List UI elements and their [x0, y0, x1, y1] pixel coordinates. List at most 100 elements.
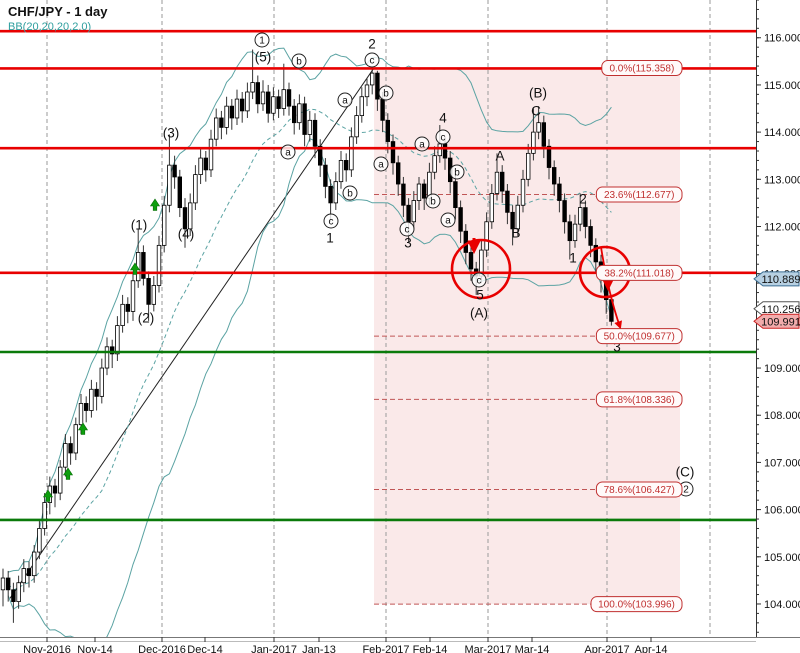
candle-body[interactable] — [562, 200, 567, 223]
candle-body[interactable] — [177, 176, 182, 209]
candle-body[interactable] — [21, 568, 26, 584]
candle-body[interactable] — [120, 303, 125, 326]
candle-body[interactable] — [26, 568, 32, 577]
candle-body[interactable] — [343, 160, 349, 171]
candle-body[interactable] — [6, 577, 11, 591]
candle-body[interactable] — [58, 466, 63, 494]
candle-body[interactable] — [99, 367, 104, 397]
candle-body[interactable] — [588, 226, 593, 246]
candle-body[interactable] — [151, 285, 156, 305]
candle-body[interactable] — [541, 122, 546, 147]
candle-body[interactable] — [73, 424, 78, 454]
candle-body[interactable] — [552, 167, 557, 185]
candle-body[interactable] — [364, 84, 370, 98]
candle-body[interactable] — [489, 193, 494, 223]
candle-body[interactable] — [146, 277, 151, 305]
candle-body[interactable] — [78, 403, 84, 426]
candle-body[interactable] — [32, 551, 37, 577]
candle-body[interactable] — [567, 221, 572, 242]
candle-body[interactable] — [302, 103, 307, 135]
candle-body[interactable] — [578, 207, 583, 225]
candle-body[interactable] — [375, 72, 380, 100]
candle-body[interactable] — [245, 91, 250, 112]
x-axis[interactable]: Nov-2016 Nov-14 Dec-2016 Dec-14 Jan-2017 Jan-… — [0, 637, 800, 653]
candle-body[interactable] — [442, 143, 448, 159]
candle-body[interactable] — [406, 204, 411, 223]
candle-body[interactable] — [458, 207, 463, 232]
candle-body[interactable] — [255, 82, 260, 105]
candle-body[interactable] — [307, 119, 312, 135]
candle-body[interactable] — [250, 82, 255, 93]
candle-body[interactable] — [167, 164, 172, 206]
candle-body[interactable] — [328, 185, 333, 204]
candle-body[interactable] — [437, 143, 442, 157]
candle-body[interactable] — [84, 403, 89, 411]
candle-body[interactable] — [536, 122, 541, 133]
candle-body[interactable] — [203, 157, 208, 171]
candle-body[interactable] — [421, 183, 427, 199]
candle-body[interactable] — [468, 252, 474, 270]
candle-body[interactable] — [229, 105, 234, 119]
candle-body[interactable] — [515, 204, 520, 230]
candle-body[interactable] — [291, 105, 297, 124]
candle-body[interactable] — [531, 131, 536, 154]
candle-body[interactable] — [193, 174, 198, 204]
candle-body[interactable] — [161, 204, 167, 246]
candle-body[interactable] — [312, 119, 318, 147]
candle-body[interactable] — [182, 207, 188, 230]
candle-body[interactable] — [208, 138, 214, 171]
candle-body[interactable] — [369, 72, 375, 86]
trendline[interactable] — [9, 67, 375, 599]
candle-body[interactable] — [416, 183, 422, 201]
candle-body[interactable] — [520, 178, 526, 206]
candle-body[interactable] — [265, 91, 271, 114]
candle-body[interactable] — [239, 98, 245, 112]
candle-body[interactable] — [432, 155, 437, 173]
candle-body[interactable] — [172, 164, 177, 178]
candle-body[interactable] — [141, 252, 146, 279]
candle-body[interactable] — [224, 105, 229, 128]
candle-body[interactable] — [130, 280, 136, 312]
candle-body[interactable] — [94, 388, 99, 397]
candle-body[interactable] — [395, 162, 401, 185]
candle-body[interactable] — [505, 190, 510, 213]
candle-body[interactable] — [89, 388, 94, 411]
candle-body[interactable] — [297, 103, 302, 124]
candle-body[interactable] — [333, 181, 338, 204]
candle-body[interactable] — [11, 589, 16, 603]
candle-body[interactable] — [349, 136, 354, 171]
candle-body[interactable] — [401, 183, 406, 206]
candle-body[interactable] — [156, 244, 162, 286]
candle-body[interactable] — [16, 582, 21, 603]
candle-body[interactable] — [546, 145, 552, 168]
candle-body[interactable] — [463, 230, 468, 253]
candle-body[interactable] — [359, 96, 364, 117]
candle-body[interactable] — [234, 98, 240, 119]
candle-body[interactable] — [338, 160, 344, 183]
candle-body[interactable] — [317, 145, 323, 166]
candle-body[interactable] — [499, 171, 505, 192]
candle-body[interactable] — [557, 183, 562, 201]
candle-body[interactable] — [213, 117, 219, 140]
candle-body[interactable] — [286, 89, 292, 107]
candle-body[interactable] — [411, 200, 416, 223]
candle-body[interactable] — [104, 346, 110, 369]
candle-body[interactable] — [219, 117, 224, 128]
candle-body[interactable] — [453, 181, 458, 209]
candle-body[interactable] — [494, 171, 500, 194]
candle-body[interactable] — [354, 115, 359, 138]
candle-body[interactable] — [42, 502, 47, 529]
candle-body[interactable] — [526, 152, 531, 180]
candle-body[interactable] — [276, 96, 281, 109]
candle-body[interactable] — [385, 119, 390, 142]
candle-body[interactable] — [510, 211, 515, 230]
candle-body[interactable] — [380, 98, 385, 121]
candle-body[interactable] — [593, 244, 598, 263]
candle-body[interactable] — [323, 164, 328, 187]
candle-body[interactable] — [187, 202, 193, 230]
candle-body[interactable] — [52, 485, 58, 494]
candle-body[interactable] — [110, 346, 115, 355]
candle-body[interactable] — [125, 303, 130, 312]
candle-body[interactable] — [68, 443, 73, 454]
